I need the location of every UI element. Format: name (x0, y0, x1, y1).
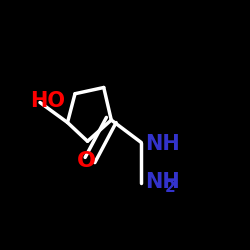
Text: NH: NH (145, 172, 180, 193)
Text: NH: NH (145, 134, 180, 154)
Text: O: O (77, 151, 96, 171)
Text: 2: 2 (165, 180, 176, 195)
Text: HO: HO (30, 91, 65, 111)
